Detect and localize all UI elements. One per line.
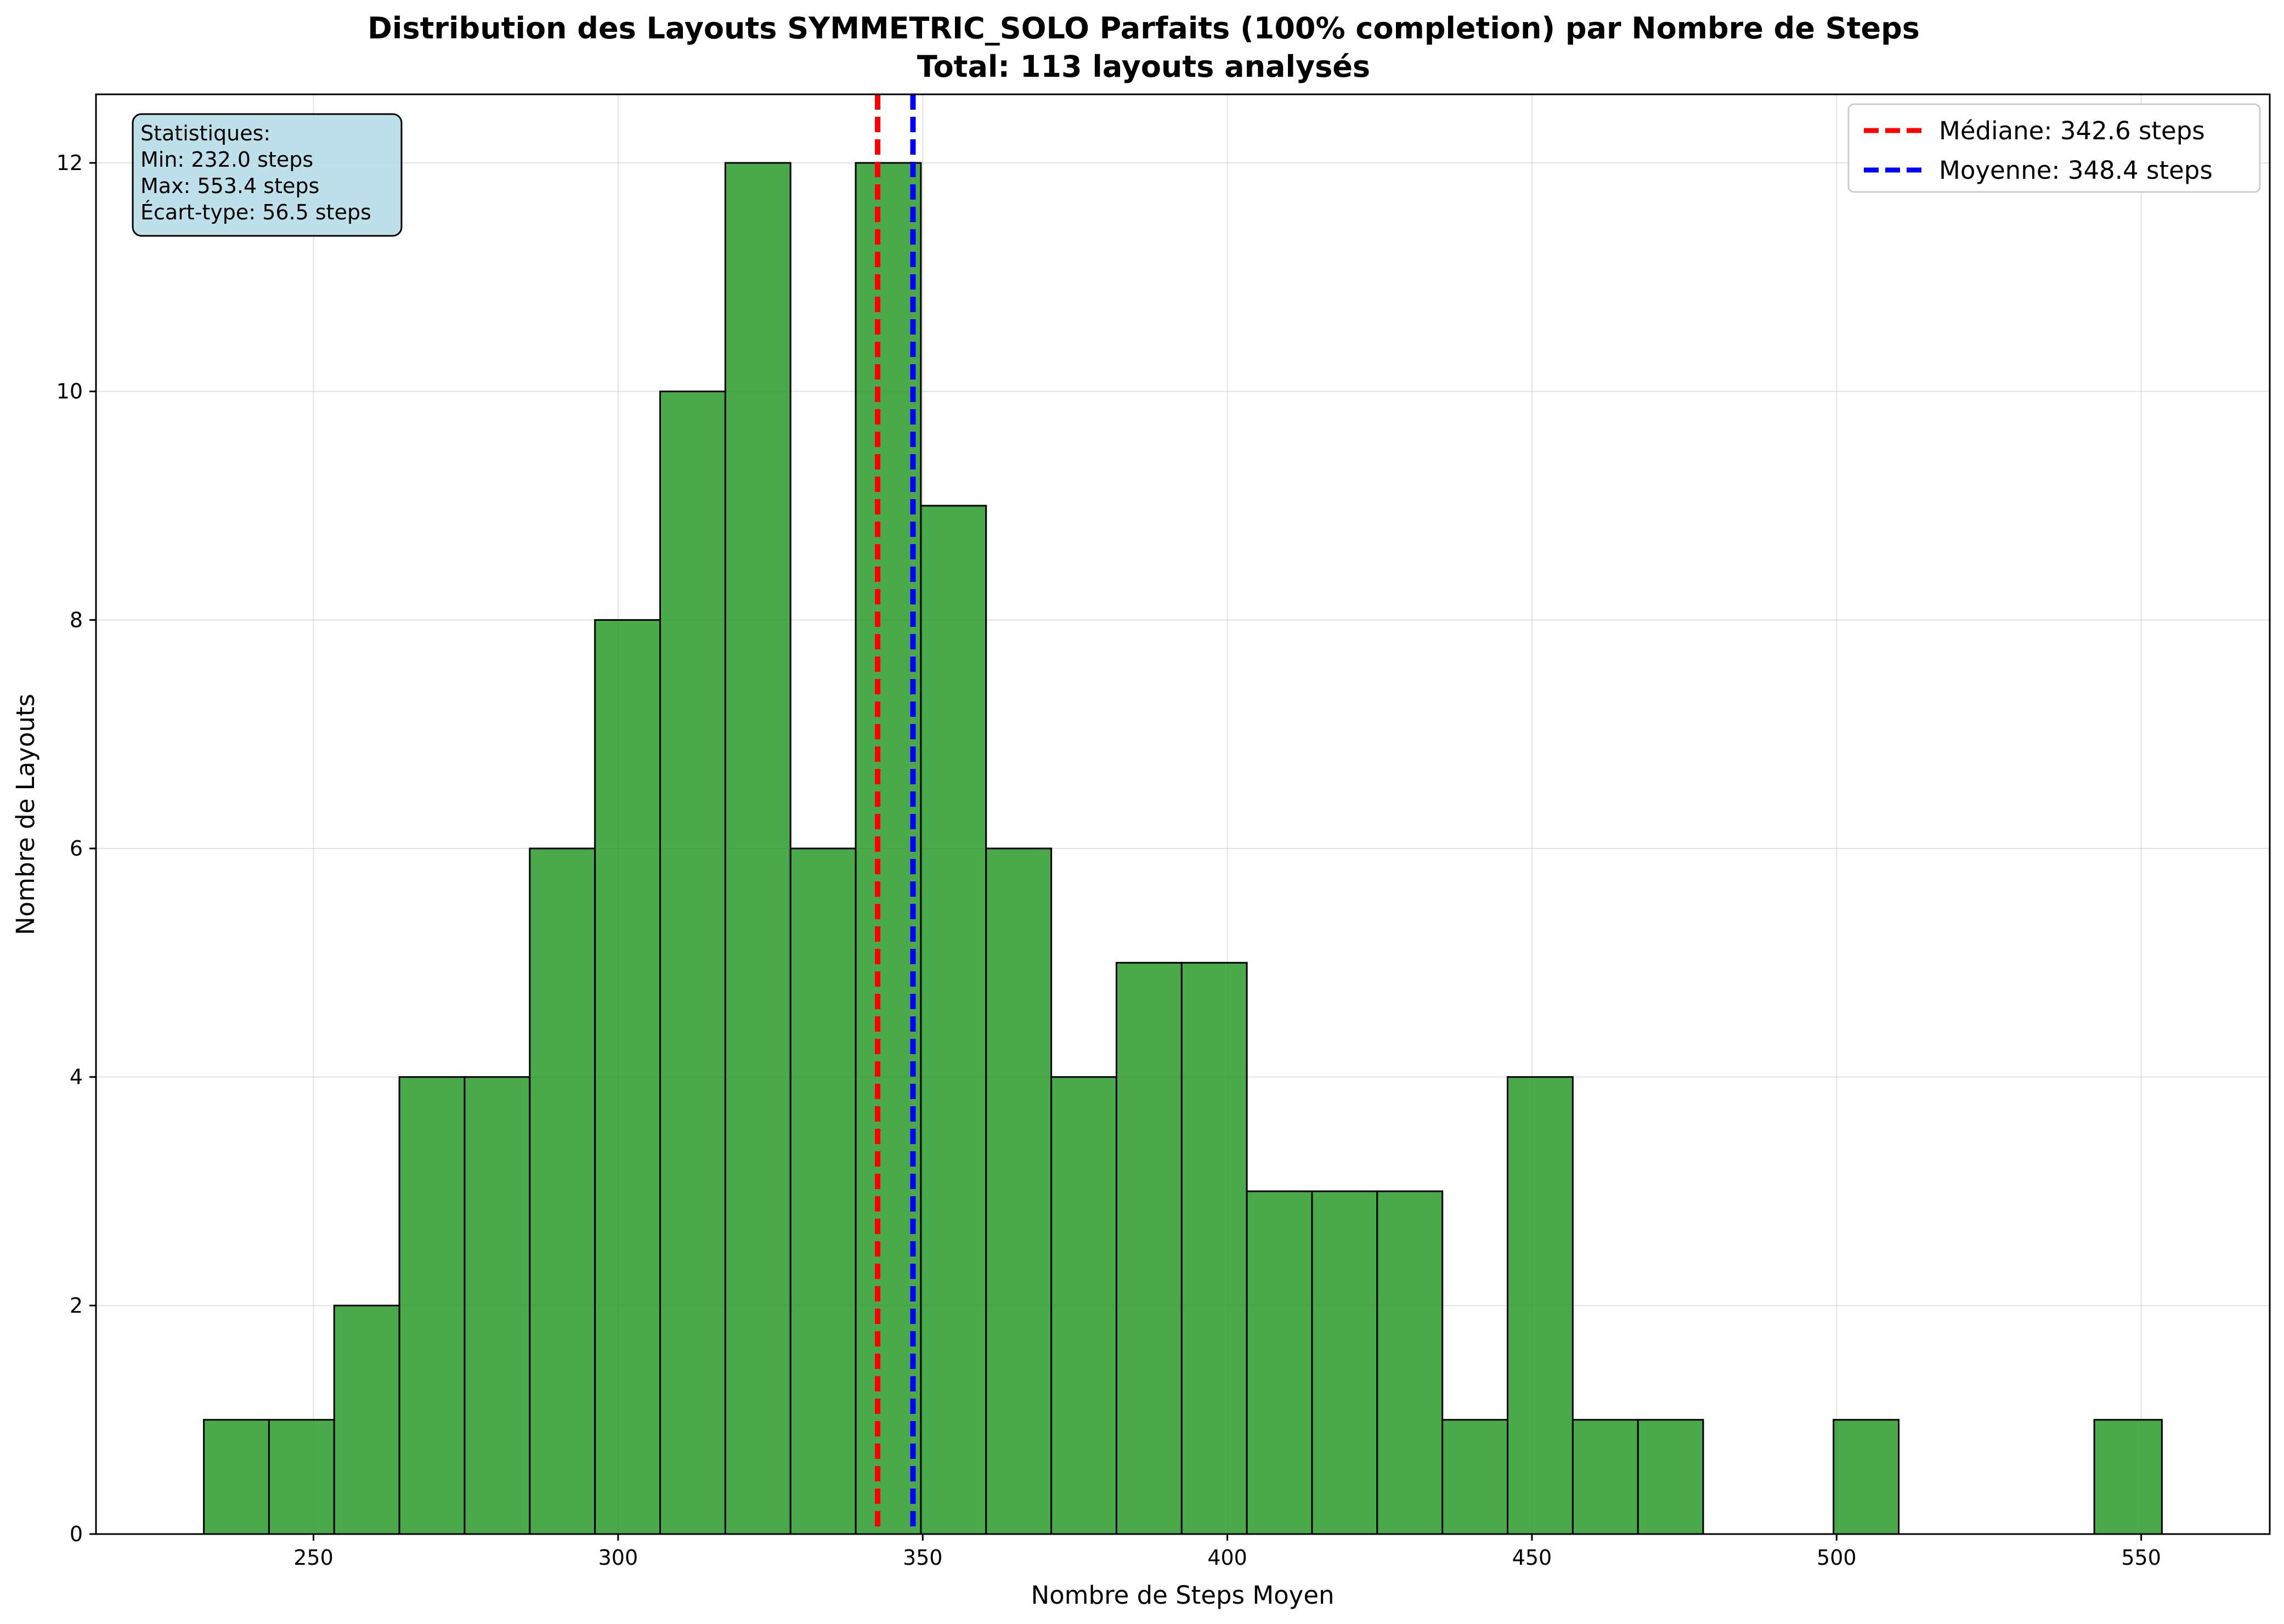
histogram-bar-9 <box>789 847 857 1535</box>
chart-subtitle: Total: 113 layouts analysés <box>917 49 1370 84</box>
histogram-bar-25 <box>1833 1419 1900 1535</box>
histogram-bar-16 <box>1246 1190 1313 1535</box>
histogram-bar-14 <box>1115 961 1183 1535</box>
x-axis-ticks: 250 300 350 400 450 500 550 <box>293 1534 2161 1570</box>
x-tick-label-3: 400 <box>1207 1546 1247 1570</box>
legend-box <box>1847 103 2261 193</box>
histogram-bars <box>203 162 2163 1535</box>
y-tick-label-2: 4 <box>70 1065 83 1089</box>
x-tick-label-5: 500 <box>1817 1546 1857 1570</box>
histogram-bar-3 <box>398 1076 466 1535</box>
histogram-bar-2 <box>333 1304 400 1535</box>
stats-line-std: Écart-type: 56.5 steps <box>140 200 371 224</box>
histogram-bar-18 <box>1376 1190 1444 1535</box>
histogram-bar-22 <box>1637 1419 1704 1535</box>
stats-line-min: Min: 232.0 steps <box>140 148 313 172</box>
legend-mean-label: Moyenne: 348.4 steps <box>1939 156 2213 185</box>
histogram-bar-29 <box>2093 1419 2163 1535</box>
y-axis-ticks: 0 2 4 6 8 10 12 <box>56 151 96 1546</box>
histogram-bar-5 <box>529 847 596 1535</box>
plot-frame <box>95 93 2271 1535</box>
histogram-bar-17 <box>1311 1190 1378 1535</box>
histogram-bar-15 <box>1180 961 1248 1535</box>
legend-median-label: Médiane: 342.6 steps <box>1939 116 2205 145</box>
histogram-bar-6 <box>594 619 662 1535</box>
chart-title: Distribution des Layouts SYMMETRIC_SOLO … <box>368 11 1920 46</box>
reference-lines <box>875 94 916 1534</box>
histogram-bar-4 <box>463 1076 531 1535</box>
y-tick-label-1: 2 <box>70 1293 83 1317</box>
histogram-bar-7 <box>659 391 726 1535</box>
histogram-bar-20 <box>1507 1076 1574 1535</box>
stats-line-max: Max: 553.4 steps <box>140 174 319 198</box>
stats-line-title: Statistiques: <box>140 121 270 145</box>
y-tick-label-4: 8 <box>70 608 83 632</box>
y-tick-label-3: 6 <box>70 836 83 861</box>
y-tick-label-0: 0 <box>70 1522 83 1546</box>
histogram-bar-12 <box>985 847 1053 1535</box>
legend: Médiane: 342.6 steps Moyenne: 348.4 step… <box>1847 103 2261 193</box>
histogram-bar-21 <box>1571 1419 1639 1535</box>
y-tick-label-5: 10 <box>56 380 83 404</box>
x-tick-label-4: 450 <box>1512 1546 1552 1570</box>
histogram-bar-13 <box>1050 1076 1117 1535</box>
histogram-bar-8 <box>724 162 792 1535</box>
x-axis-label: Nombre de Steps Moyen <box>1031 1581 1334 1610</box>
x-tick-label-1: 300 <box>598 1546 638 1570</box>
histogram-bar-10 <box>855 162 922 1535</box>
x-tick-label-6: 550 <box>2121 1546 2161 1570</box>
x-tick-label-0: 250 <box>293 1546 333 1570</box>
y-axis-label: Nombre de Layouts <box>11 694 40 935</box>
stats-box-background <box>132 113 403 237</box>
y-tick-label-6: 12 <box>56 151 83 175</box>
x-tick-label-2: 350 <box>903 1546 943 1570</box>
histogram-bar-1 <box>268 1419 335 1535</box>
stats-box: Statistiques: Min: 232.0 steps Max: 553.… <box>132 113 403 237</box>
histogram-bar-0 <box>203 1419 270 1535</box>
histogram-bar-11 <box>920 505 987 1535</box>
histogram-bar-19 <box>1441 1419 1509 1535</box>
